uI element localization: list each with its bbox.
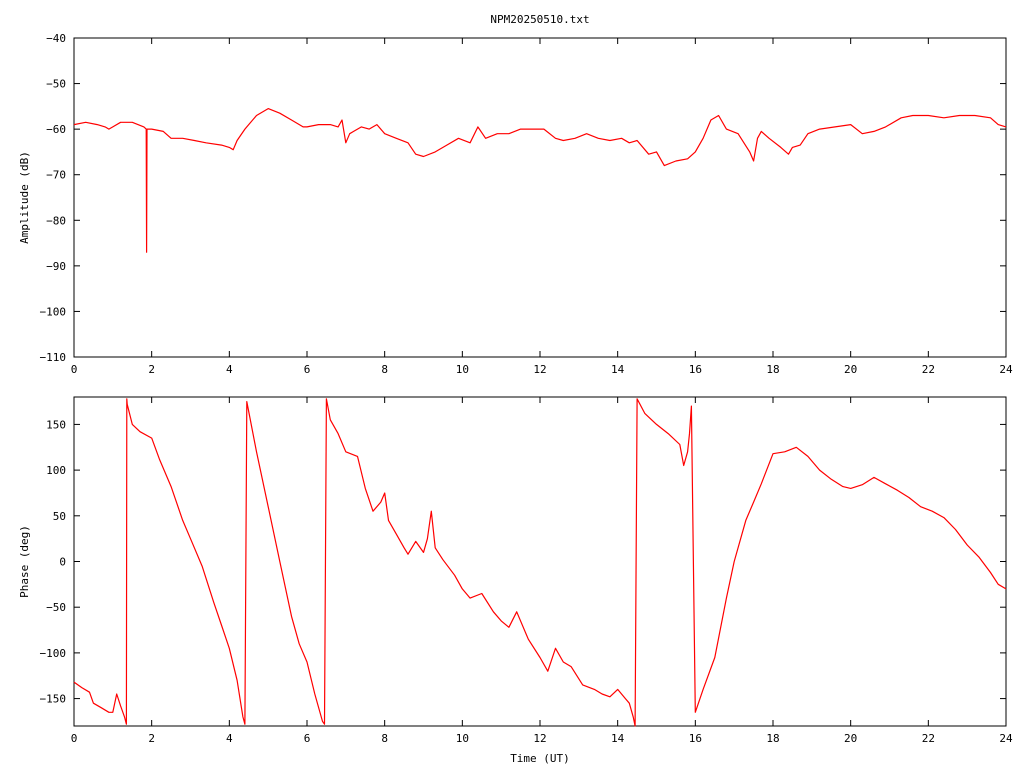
phase-x-tick-label: 6 [304,732,311,745]
amplitude-x-tick-label: 2 [148,363,155,376]
phase-y-tick-label: 100 [46,464,66,477]
phase-y-tick-label: −100 [40,647,67,660]
amplitude-y-axis-label: Amplitude (dB) [18,151,31,244]
amplitude-y-tick-label: −50 [46,78,66,91]
phase-x-tick-label: 4 [226,732,233,745]
amplitude-y-tick-label: −60 [46,123,66,136]
phase-x-tick-label: 12 [533,732,546,745]
amplitude-x-tick-label: 12 [533,363,546,376]
amplitude-y-tick-label: −40 [46,32,66,45]
phase-x-tick-label: 10 [456,732,469,745]
phase-x-tick-label: 14 [611,732,625,745]
amplitude-y-tick-label: −80 [46,214,66,227]
amplitude-x-tick-label: 16 [689,363,702,376]
amplitude-x-tick-label: 6 [304,363,311,376]
phase-x-tick-label: 22 [922,732,935,745]
phase-y-axis-label: Phase (deg) [18,525,31,598]
amplitude-series-line [73,107,1007,253]
phase-x-tick-label: 18 [766,732,779,745]
amplitude-y-tick-label: −110 [40,351,67,364]
amplitude-y-tick-label: −100 [40,305,67,318]
phase-x-tick-label: 0 [71,732,78,745]
amplitude-x-tick-label: 14 [611,363,625,376]
phase-y-tick-label: 0 [59,556,66,569]
amplitude-y-tick-label: −90 [46,260,66,273]
amplitude-x-tick-label: 20 [844,363,857,376]
phase-x-axis-label: Time (UT) [510,752,570,765]
phase-y-tick-label: −150 [40,693,67,706]
amplitude-x-tick-label: 18 [766,363,779,376]
phase-series-line [73,398,1007,727]
amplitude-x-tick-label: 22 [922,363,935,376]
amplitude-x-tick-label: 24 [999,363,1013,376]
phase-x-tick-label: 8 [381,732,388,745]
phase-x-tick-label: 2 [148,732,155,745]
amplitude-x-tick-label: 8 [381,363,388,376]
amplitude-x-tick-label: 4 [226,363,233,376]
amplitude-panel: 0 2 4 6 8 10 12 14 16 18 20 22 24−110−100−90−80−70−6… [18,32,1013,376]
phase-x-tick-label: 16 [689,732,702,745]
chart-title: NPM20250510.txt [490,13,589,26]
phase-x-tick-label: 20 [844,732,857,745]
amplitude-x-tick-label: 10 [456,363,469,376]
phase-y-tick-label: 50 [53,510,66,523]
amplitude-plot-frame [73,37,1007,358]
phase-y-tick-label: 150 [46,418,66,431]
phase-plot-frame [73,396,1007,727]
amplitude-x-tick-label: 0 [71,363,78,376]
phase-x-tick-label: 24 [999,732,1013,745]
phase-y-tick-label: −50 [46,601,66,614]
amplitude-y-tick-label: −70 [46,169,66,182]
phase-panel: 0 2 4 6 8 10 12 14 16 18 20 22 24−150−100−5005010015… [18,396,1013,765]
